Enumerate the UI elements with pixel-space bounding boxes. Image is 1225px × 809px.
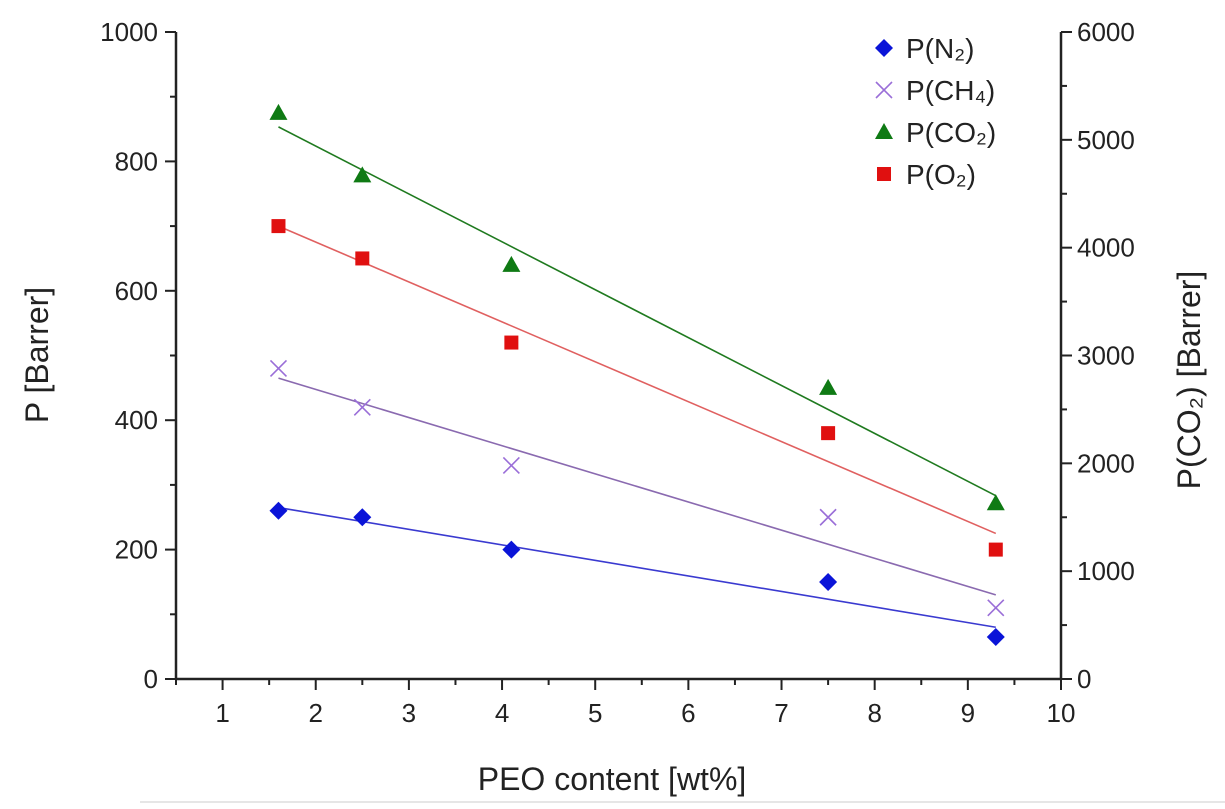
data-point: [987, 599, 1005, 617]
data-point: [986, 627, 1005, 646]
data-point: [986, 494, 1005, 511]
x-axis-label: PEO content [wt%]: [478, 761, 747, 797]
data-point: [355, 251, 370, 266]
x-tick-label: 5: [588, 698, 602, 728]
axes: 1 2 3 4 5 6 7 8 9 1002004006008001000010002000300…: [100, 17, 1135, 728]
legend-label: P(O₂): [906, 159, 976, 190]
data-point: [271, 219, 286, 234]
data-point: [269, 359, 288, 378]
data-point: [821, 426, 836, 441]
data-point: [502, 255, 521, 272]
data-point: [504, 335, 519, 350]
data-point: [819, 572, 838, 591]
y2-tick-label: 4000: [1077, 233, 1135, 263]
data-point: [353, 166, 372, 183]
fit-line-3: [278, 225, 997, 535]
data-point: [502, 456, 520, 475]
data-point: [353, 398, 371, 416]
data-point: [269, 501, 288, 520]
y2-tick-label: 5000: [1077, 125, 1135, 155]
legend-marker: [875, 81, 893, 99]
y2-tick-label: 6000: [1077, 17, 1135, 47]
y2-tick-label: 3000: [1077, 341, 1135, 371]
y-tick-label: 1000: [100, 17, 158, 47]
data-point: [819, 378, 838, 395]
data-point: [269, 103, 288, 120]
y-tick-label: 200: [115, 535, 158, 565]
x-tick-label: 10: [1047, 698, 1076, 728]
y-axis-label: P [Barrer]: [19, 287, 55, 423]
data-point: [819, 508, 837, 526]
y-tick-label: 800: [115, 146, 158, 176]
data-point: [353, 508, 372, 527]
legend-label: P(CO₂): [906, 117, 996, 148]
y2-tick-label: 1000: [1077, 556, 1135, 586]
y-tick-label: 600: [115, 276, 158, 306]
y2-tick-label: 0: [1077, 664, 1091, 694]
fit-line-2: [278, 126, 997, 497]
data-points: [269, 103, 1005, 646]
fit-lines: [278, 126, 997, 629]
x-tick-label: 3: [402, 698, 416, 728]
y-tick-label: 0: [144, 664, 158, 694]
legend: P(N₂) P(CH₄) P(CO₂) P(O₂): [875, 33, 996, 190]
fit-line-0: [278, 506, 996, 629]
x-tick-label: 9: [961, 698, 975, 728]
y2-tick-label: 2000: [1077, 448, 1135, 478]
data-point: [988, 542, 1003, 557]
legend-label: P(CH₄): [906, 75, 995, 106]
legend-label: P(N₂): [906, 33, 974, 64]
fit-line-1: [278, 377, 997, 596]
x-tick-label: 2: [309, 698, 323, 728]
x-tick-label: 6: [681, 698, 695, 728]
x-tick-label: 4: [495, 698, 509, 728]
legend-marker: [875, 39, 893, 57]
data-point: [502, 540, 521, 559]
y-tick-label: 400: [115, 405, 158, 435]
x-tick-label: 1: [215, 698, 229, 728]
x-tick-label: 8: [867, 698, 881, 728]
x-tick-label: 7: [774, 698, 788, 728]
legend-marker: [875, 123, 893, 139]
legend-marker: [877, 167, 891, 181]
y2-axis-label: P(CO₂) [Barrer]: [1171, 271, 1207, 490]
